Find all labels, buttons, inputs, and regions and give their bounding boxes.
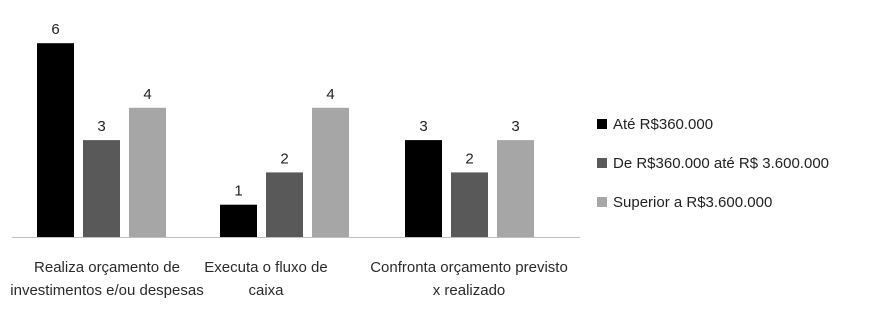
legend-swatch-3 xyxy=(597,197,607,207)
data-labels-group: 6 3 4 1 2 4 3 2 3 xyxy=(51,21,519,200)
legend-item-2: De R$360.000 até R$ 3.600.000 xyxy=(597,153,829,173)
bar-2-series-3 xyxy=(312,107,349,237)
category-label-2: Executa o fluxo de caixa xyxy=(204,259,328,299)
data-label-3-series-3: 3 xyxy=(511,118,519,135)
bar-2-series-1 xyxy=(220,204,257,237)
data-label-2-series-1: 1 xyxy=(234,183,242,200)
bar-2-series-2 xyxy=(266,172,303,237)
legend-item-3: Superior a R$3.600.000 xyxy=(597,192,829,212)
legend-label-3: Superior a R$3.600.000 xyxy=(613,193,773,211)
data-label-3-series-2: 2 xyxy=(465,150,473,167)
legend-label-2: De R$360.000 até R$ 3.600.000 xyxy=(613,154,829,172)
category-label-3: Confronta orçamento previsto x realizado xyxy=(370,259,568,299)
bar-1-series-2 xyxy=(83,140,120,237)
data-label-2-series-2: 2 xyxy=(280,150,288,167)
bar-1-series-1 xyxy=(37,43,74,238)
category-label-1: Realiza orçamento de investimentos e/ou … xyxy=(10,259,204,299)
bar-3-series-1 xyxy=(405,140,442,237)
bars-group xyxy=(37,43,534,238)
bar-3-series-2 xyxy=(451,172,488,237)
data-label-2-series-3: 4 xyxy=(326,86,334,103)
legend-swatch-1 xyxy=(597,119,607,129)
legend: Até R$360.000 De R$360.000 até R$ 3.600.… xyxy=(597,114,829,231)
bar-3-series-3 xyxy=(497,140,534,237)
data-label-1-series-2: 3 xyxy=(97,118,105,135)
data-label-1-series-3: 4 xyxy=(143,86,151,103)
data-label-1-series-1: 6 xyxy=(51,21,59,38)
legend-item-1: Até R$360.000 xyxy=(597,114,829,134)
legend-swatch-2 xyxy=(597,158,607,168)
bar-1-series-3 xyxy=(129,107,166,237)
data-label-3-series-1: 3 xyxy=(419,118,427,135)
legend-label-1: Até R$360.000 xyxy=(613,115,714,133)
